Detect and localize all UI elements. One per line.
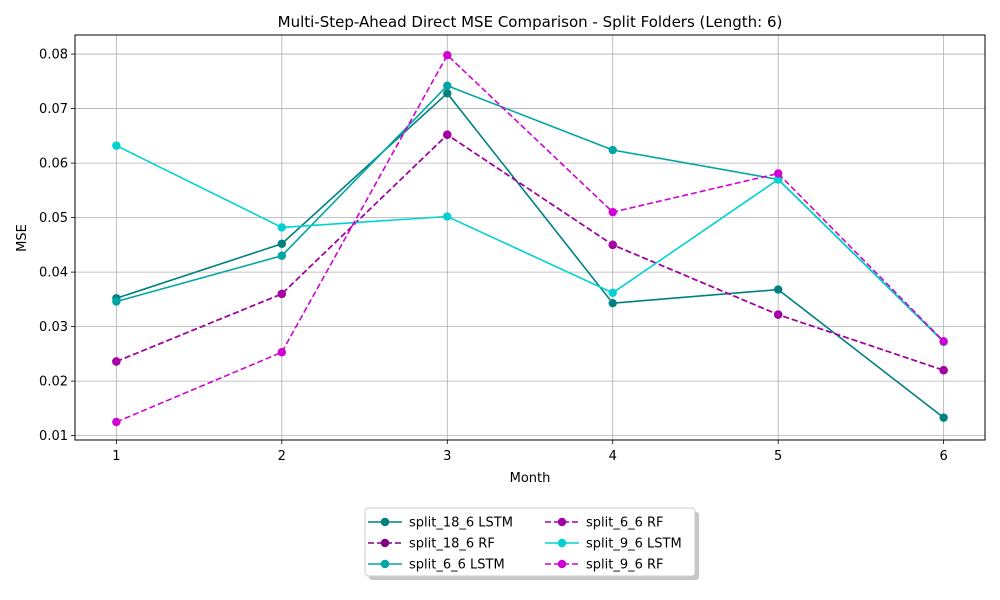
y-tick-label: 0.06 bbox=[39, 157, 68, 172]
series-line bbox=[116, 133, 944, 371]
y-tick-label: 0.01 bbox=[39, 429, 68, 444]
data-point bbox=[939, 366, 948, 375]
y-tick-label: 0.05 bbox=[39, 211, 68, 226]
data-point bbox=[773, 175, 783, 184]
legend-label: split_18_6 LSTM bbox=[409, 516, 513, 531]
legend-label: split_6_6 RF bbox=[586, 516, 664, 531]
legend-marker bbox=[380, 559, 390, 569]
data-point bbox=[277, 348, 287, 357]
y-tick-label: 0.03 bbox=[39, 320, 68, 335]
series-line bbox=[116, 53, 945, 423]
legend-marker bbox=[557, 559, 567, 569]
data-point bbox=[443, 89, 452, 98]
series-line bbox=[116, 92, 945, 419]
plot-frame bbox=[74, 34, 986, 441]
legend-label: split_6_6 LSTM bbox=[409, 558, 505, 573]
y-tick-label: 0.08 bbox=[39, 48, 68, 63]
grid-lines bbox=[75, 35, 985, 440]
y-axis-label: MSE bbox=[15, 224, 30, 252]
x-axis-label: Month bbox=[510, 471, 551, 486]
data-point bbox=[277, 289, 287, 299]
y-tick-label: 0.02 bbox=[39, 375, 68, 390]
data-point bbox=[939, 413, 948, 422]
data-point bbox=[112, 357, 121, 366]
data-point bbox=[277, 239, 287, 248]
data-point bbox=[277, 223, 287, 232]
legend-box bbox=[364, 507, 696, 577]
series-line bbox=[116, 144, 945, 342]
data-point bbox=[112, 417, 121, 427]
data-point bbox=[112, 297, 121, 306]
x-tick-label: 3 bbox=[443, 449, 451, 464]
data-point bbox=[443, 50, 452, 60]
x-tick-label: 5 bbox=[774, 449, 782, 464]
legend-label: split_9_6 RF bbox=[586, 558, 664, 573]
x-tick-label: 4 bbox=[609, 449, 617, 464]
legend-marker bbox=[380, 538, 390, 548]
data-point bbox=[773, 169, 783, 178]
legend-marker bbox=[557, 538, 567, 548]
data-point bbox=[608, 240, 617, 250]
series-group bbox=[112, 50, 948, 427]
data-point bbox=[608, 145, 617, 155]
data-point bbox=[443, 81, 452, 90]
legend-label: split_9_6 LSTM bbox=[586, 537, 682, 552]
x-tick-label: 2 bbox=[278, 449, 286, 464]
legend-label: split_18_6 RF bbox=[409, 537, 495, 552]
data-point bbox=[608, 207, 617, 217]
data-point bbox=[443, 212, 452, 221]
data-point bbox=[608, 288, 617, 298]
data-point bbox=[112, 141, 121, 150]
data-point bbox=[773, 285, 783, 294]
chart-title: Multi-Step-Ahead Direct MSE Comparison -… bbox=[278, 13, 783, 31]
data-point bbox=[773, 310, 783, 319]
data-point bbox=[939, 337, 948, 346]
legend-marker bbox=[557, 517, 567, 527]
x-axis-ticks: 1 2 3 4 5 6 bbox=[112, 440, 948, 464]
y-axis-ticks: 0.01 0.02 0.03 0.04 0.05 0.06 0.07 0.08 bbox=[39, 48, 75, 444]
legend: split_18_6 LSTM split_18_6 RF split_6_6 LS… bbox=[364, 507, 699, 580]
data-point bbox=[277, 251, 287, 260]
x-tick-label: 6 bbox=[939, 449, 947, 464]
x-tick-label: 1 bbox=[112, 449, 120, 464]
y-tick-label: 0.07 bbox=[39, 102, 68, 117]
y-tick-label: 0.04 bbox=[39, 266, 68, 281]
data-point bbox=[443, 130, 452, 139]
legend-marker bbox=[380, 517, 390, 527]
data-point bbox=[608, 298, 617, 308]
